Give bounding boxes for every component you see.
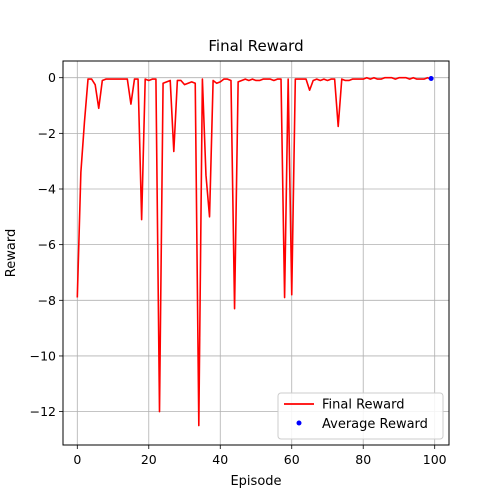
series-line-final-reward — [76, 76, 432, 427]
x-axis-label: Episode — [230, 474, 281, 489]
x-tick-label: 0 — [73, 452, 81, 467]
y-tick-label: 0 — [48, 70, 56, 85]
y-axis-label: Reward — [4, 229, 19, 277]
x-tick-label: 20 — [141, 452, 157, 467]
y-tick-label: −6 — [38, 237, 56, 252]
x-tick-label: 40 — [212, 452, 228, 467]
series-point-average-reward — [428, 76, 434, 82]
y-tick-label: −8 — [38, 293, 56, 308]
series-layer — [76, 76, 434, 427]
legend-box — [277, 392, 444, 440]
legend-swatch-average-reward — [296, 420, 302, 426]
plot-frame — [62, 60, 450, 446]
x-tick-label: 100 — [423, 452, 447, 467]
legend-label-final-reward: Final Reward — [322, 398, 405, 413]
y-tick-label: −12 — [30, 404, 56, 419]
legend: Final Reward Average Reward — [277, 392, 444, 440]
ticks: 0 20 40 60 80 100 0 −2 −4 −6 −8 −10 −12 — [30, 70, 447, 467]
grid — [63, 61, 449, 445]
chart-title: Final Reward — [208, 37, 303, 55]
y-tick-label: −2 — [38, 126, 56, 141]
legend-label-average-reward: Average Reward — [322, 417, 428, 432]
y-tick-label: −10 — [30, 348, 56, 363]
x-tick-label: 60 — [284, 452, 300, 467]
x-tick-label: 80 — [355, 452, 371, 467]
y-tick-label: −4 — [38, 182, 56, 197]
